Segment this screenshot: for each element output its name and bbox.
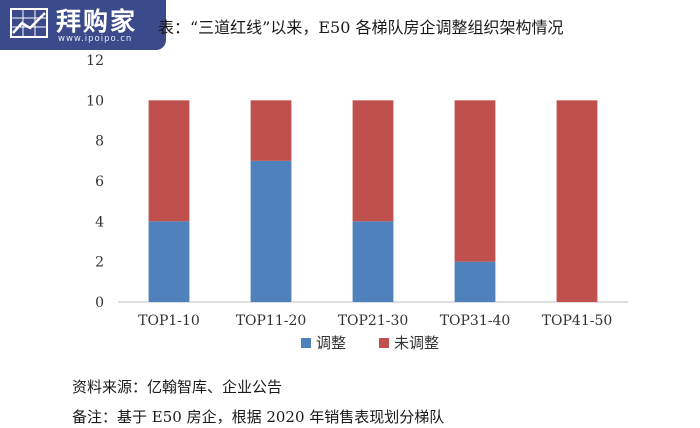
y-tick-label: 6 [95, 174, 104, 190]
y-tick-label: 10 [86, 93, 104, 109]
y-tick-label: 2 [95, 255, 104, 271]
bar-segment-adjusted [250, 160, 292, 302]
logo-chart-icon [10, 8, 48, 38]
legend-swatch [379, 338, 389, 348]
logo-url: www.ipoipo.cn [58, 34, 133, 44]
x-tick-label: TOP41-50 [542, 313, 613, 329]
bar-segment-not-adjusted [250, 100, 292, 161]
legend-swatch [301, 338, 311, 348]
source-note: 资料来源：亿翰智库、企业公告 [72, 378, 283, 396]
bar-segment-not-adjusted [352, 100, 394, 222]
remark-note: 备注：基于 E50 房企，根据 2020 年销售表现划分梯队 [72, 408, 445, 426]
bar-segment-not-adjusted [454, 100, 496, 262]
y-tick-label: 0 [95, 295, 104, 311]
bar-segment-not-adjusted [556, 100, 598, 302]
legend-label: 未调整 [394, 334, 439, 352]
logo-name: 拜购家 [56, 7, 138, 36]
logo: 拜购家 www.ipoipo.cn [0, 0, 166, 50]
y-tick-label: 4 [95, 214, 104, 230]
x-tick-label: TOP11-20 [236, 313, 307, 329]
bar-segment-adjusted [454, 261, 496, 302]
x-tick-label: TOP21-30 [338, 313, 409, 329]
y-tick-label: 8 [95, 134, 104, 150]
legend-label: 调整 [316, 334, 346, 352]
y-tick-label: 12 [86, 53, 104, 69]
chart-title: 表：“三道红线”以来，E50 各梯队房企调整组织架构情况 [158, 18, 564, 37]
bar-segment-adjusted [148, 221, 190, 302]
stacked-bar-chart: 0 2 4 6 8 10 12 TOP1-10 TOP11-20 TOP21-30 TOP31-40… [86, 53, 628, 352]
bar-segment-adjusted [352, 221, 394, 302]
bar-segment-not-adjusted [148, 100, 190, 222]
x-tick-label: TOP1-10 [138, 313, 200, 329]
x-tick-label: TOP31-40 [440, 313, 511, 329]
